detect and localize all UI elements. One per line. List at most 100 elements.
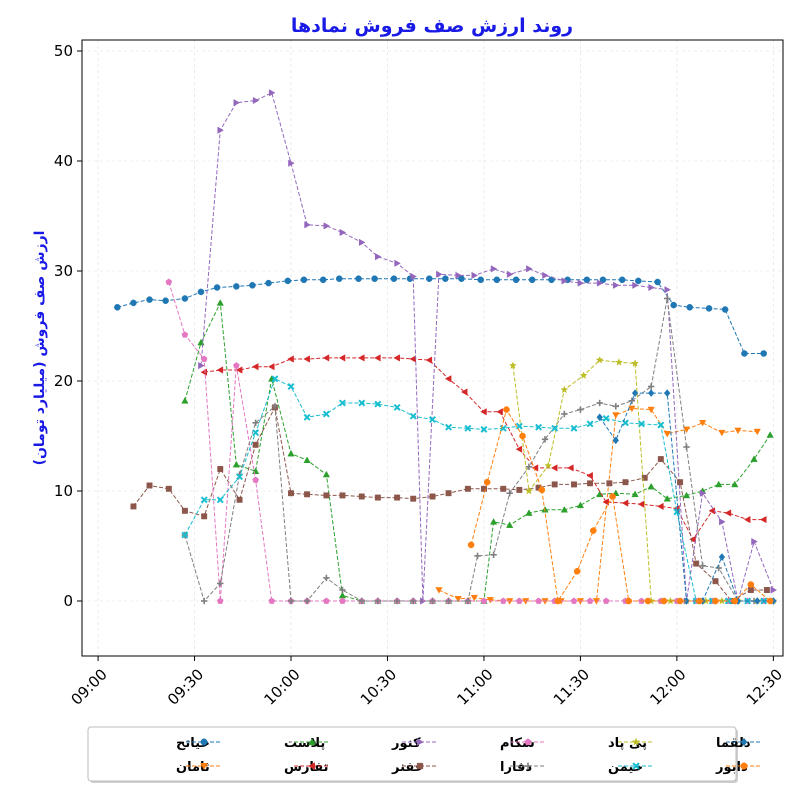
data-point	[322, 410, 330, 418]
data-point	[609, 493, 616, 500]
data-point	[712, 578, 719, 585]
data-point	[323, 222, 331, 230]
data-point	[252, 441, 259, 448]
data-point	[612, 403, 619, 410]
data-point	[551, 424, 559, 432]
series-4	[200, 354, 767, 544]
data-point	[490, 551, 497, 558]
data-point	[375, 253, 382, 261]
data-point	[657, 456, 664, 463]
data-point	[358, 493, 365, 500]
data-point	[198, 361, 205, 370]
data-point	[428, 415, 437, 424]
data-point	[760, 350, 767, 357]
series-6	[130, 404, 770, 604]
data-point	[506, 521, 514, 528]
data-point	[515, 597, 523, 604]
data-point	[304, 491, 311, 498]
data-point	[216, 496, 224, 504]
data-point	[213, 284, 221, 291]
data-point	[486, 597, 495, 604]
series-1	[114, 275, 767, 357]
data-point	[271, 403, 279, 410]
data-point	[464, 485, 471, 492]
data-point	[322, 470, 331, 478]
data-point	[339, 228, 347, 237]
data-point	[647, 389, 655, 398]
data-point	[284, 277, 292, 285]
data-point	[766, 431, 774, 438]
data-point	[470, 594, 478, 602]
y-tick-label: 0	[63, 592, 73, 610]
data-point	[657, 502, 664, 511]
data-point	[699, 562, 706, 569]
data-point	[750, 455, 758, 462]
data-point	[698, 419, 707, 427]
data-point	[251, 363, 259, 371]
data-point	[689, 535, 696, 544]
data-point	[721, 306, 729, 313]
data-point	[516, 486, 523, 493]
data-point	[304, 221, 311, 229]
data-point	[644, 597, 652, 605]
data-point	[647, 482, 655, 490]
data-point	[535, 423, 543, 431]
data-point	[531, 464, 539, 472]
data-point	[637, 500, 645, 508]
series-7	[165, 278, 768, 604]
data-point	[550, 464, 558, 472]
data-point	[586, 471, 593, 480]
data-point	[635, 277, 642, 285]
legend-swatch-marker	[308, 738, 316, 745]
data-point	[460, 388, 468, 396]
legend-swatch-marker	[524, 738, 532, 746]
data-point	[741, 350, 748, 357]
y-tick-label: 10	[54, 482, 73, 500]
series-line	[438, 407, 758, 602]
data-point	[393, 597, 401, 605]
data-point	[705, 305, 713, 312]
data-point	[181, 295, 189, 302]
legend-label: دفارا	[500, 760, 532, 775]
data-point	[339, 597, 346, 604]
data-point	[322, 354, 330, 362]
data-point	[181, 531, 189, 539]
data-point	[252, 419, 259, 426]
data-point	[410, 272, 417, 281]
legend-label: خفنر	[391, 760, 424, 775]
data-point	[570, 597, 578, 604]
legend-label: پلاست	[284, 736, 325, 751]
data-point	[647, 406, 655, 414]
data-point	[445, 490, 452, 497]
series-9	[508, 355, 778, 605]
data-point	[409, 412, 417, 420]
x-tick-label: 09:00	[68, 665, 111, 708]
data-point	[515, 422, 523, 430]
data-point	[759, 515, 767, 524]
data-point	[499, 597, 507, 604]
legend-item: حیاتح	[176, 736, 222, 751]
data-point	[464, 424, 472, 432]
legend-swatch-marker	[740, 762, 748, 770]
data-point	[625, 597, 632, 605]
data-point	[445, 597, 452, 605]
data-point	[217, 580, 224, 587]
data-point	[525, 463, 533, 470]
data-point	[425, 275, 433, 282]
data-point	[631, 359, 640, 367]
data-point	[339, 586, 346, 594]
data-point	[467, 541, 475, 549]
data-point	[503, 406, 510, 413]
data-point	[338, 354, 346, 362]
legend-item: خیمن	[608, 760, 654, 775]
data-point	[508, 361, 517, 370]
x-tick-label: 10:30	[357, 665, 400, 708]
x-tick-label: 12:00	[646, 665, 689, 708]
data-point	[579, 371, 588, 379]
data-point	[471, 271, 479, 280]
data-point	[657, 421, 665, 429]
data-point	[477, 276, 485, 284]
data-point	[612, 436, 619, 445]
data-point	[526, 265, 533, 273]
